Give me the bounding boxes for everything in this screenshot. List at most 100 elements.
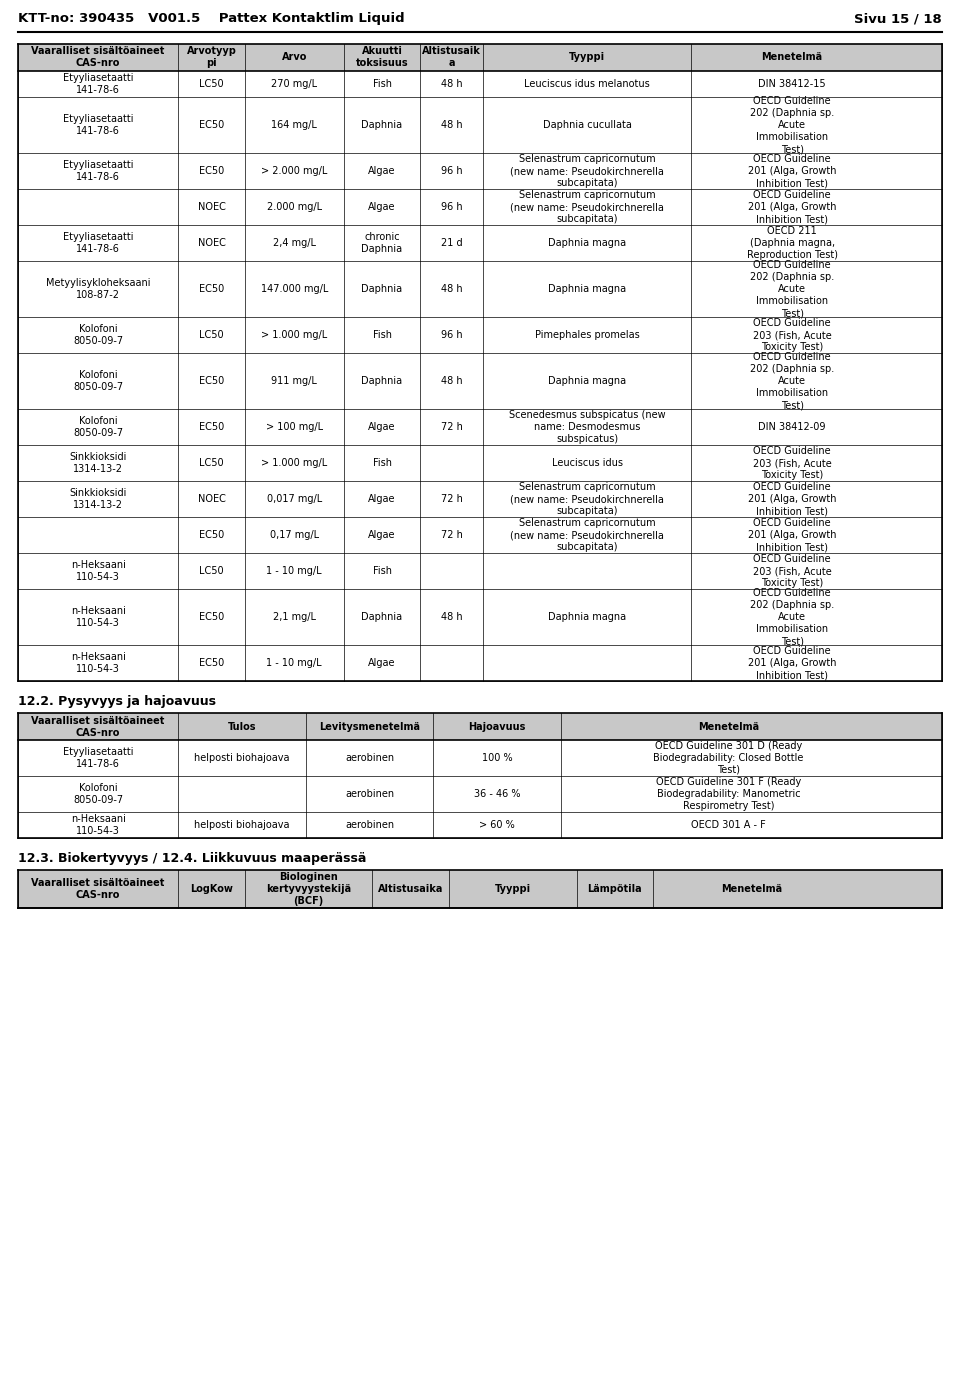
- Text: 96 h: 96 h: [441, 201, 463, 212]
- Text: Daphnia: Daphnia: [362, 284, 402, 294]
- Text: Arvo: Arvo: [281, 53, 307, 63]
- Text: 96 h: 96 h: [441, 166, 463, 176]
- Text: Daphnia: Daphnia: [362, 120, 402, 130]
- Text: OECD Guideline
201 (Alga, Growth
Inhibition Test): OECD Guideline 201 (Alga, Growth Inhibit…: [748, 190, 836, 224]
- Text: Pimephales promelas: Pimephales promelas: [535, 330, 639, 340]
- Text: Fish: Fish: [372, 330, 392, 340]
- Text: Altistusaika: Altistusaika: [378, 884, 444, 893]
- Text: Sivu 15 / 18: Sivu 15 / 18: [854, 13, 942, 25]
- Text: Selenastrum capricornutum
(new name: Pseudokirchnerella
subcapitata): Selenastrum capricornutum (new name: Pse…: [511, 190, 664, 224]
- Text: Daphnia magna: Daphnia magna: [548, 238, 626, 247]
- Text: aerobinen: aerobinen: [345, 821, 395, 830]
- Text: 72 h: 72 h: [441, 493, 463, 505]
- Text: n-Heksaani
110-54-3: n-Heksaani 110-54-3: [71, 605, 126, 628]
- Text: LC50: LC50: [200, 330, 224, 340]
- Text: NOEC: NOEC: [198, 238, 226, 247]
- Text: 12.2. Pysyvyys ja hajoavuus: 12.2. Pysyvyys ja hajoavuus: [18, 695, 216, 707]
- Text: 96 h: 96 h: [441, 330, 463, 340]
- Text: OECD Guideline
201 (Alga, Growth
Inhibition Test): OECD Guideline 201 (Alga, Growth Inhibit…: [748, 646, 836, 679]
- Bar: [18, 589, 942, 644]
- Text: aerobinen: aerobinen: [345, 788, 395, 800]
- Text: > 1.000 mg/L: > 1.000 mg/L: [261, 330, 327, 340]
- Text: Etyyliasetaatti
141-78-6: Etyyliasetaatti 141-78-6: [63, 747, 133, 769]
- Text: Daphnia magna: Daphnia magna: [548, 612, 626, 622]
- Text: OECD Guideline
202 (Daphnia sp.
Acute
Immobilisation
Test): OECD Guideline 202 (Daphnia sp. Acute Im…: [750, 260, 834, 317]
- Text: Etyyliasetaatti
141-78-6: Etyyliasetaatti 141-78-6: [63, 115, 133, 136]
- Bar: [18, 261, 942, 317]
- Text: 2,1 mg/L: 2,1 mg/L: [273, 612, 316, 622]
- Text: Altistusaik
a: Altistusaik a: [422, 46, 481, 69]
- Text: Daphnia cucullata: Daphnia cucullata: [542, 120, 632, 130]
- Text: 72 h: 72 h: [441, 422, 463, 432]
- Text: 0,017 mg/L: 0,017 mg/L: [267, 493, 322, 505]
- Text: Etyyliasetaatti
141-78-6: Etyyliasetaatti 141-78-6: [63, 232, 133, 254]
- Text: Sinkkioksidi
1314-13-2: Sinkkioksidi 1314-13-2: [69, 488, 127, 510]
- Text: Kolofoni
8050-09-7: Kolofoni 8050-09-7: [73, 783, 123, 805]
- Text: 2.000 mg/L: 2.000 mg/L: [267, 201, 322, 212]
- Text: 48 h: 48 h: [441, 284, 463, 294]
- Text: Etyyliasetaatti
141-78-6: Etyyliasetaatti 141-78-6: [63, 73, 133, 95]
- Text: Etyyliasetaatti
141-78-6: Etyyliasetaatti 141-78-6: [63, 159, 133, 182]
- Text: Metyylisykloheksaani
108-87-2: Metyylisykloheksaani 108-87-2: [46, 278, 151, 301]
- Text: Fish: Fish: [372, 459, 392, 468]
- Text: Arvotyyp
pi: Arvotyyp pi: [186, 46, 236, 69]
- Bar: [18, 776, 942, 812]
- Text: Algae: Algae: [369, 658, 396, 668]
- Text: Vaaralliset sisältöaineet
CAS-nro: Vaaralliset sisältöaineet CAS-nro: [32, 716, 165, 738]
- Text: Kolofoni
8050-09-7: Kolofoni 8050-09-7: [73, 417, 123, 438]
- Text: Menetelmä: Menetelmä: [721, 884, 782, 893]
- Text: EC50: EC50: [199, 284, 225, 294]
- Text: 48 h: 48 h: [441, 376, 463, 386]
- Text: 72 h: 72 h: [441, 530, 463, 540]
- Text: OECD Guideline
203 (Fish, Acute
Toxicity Test): OECD Guideline 203 (Fish, Acute Toxicity…: [753, 317, 831, 352]
- Text: EC50: EC50: [199, 530, 225, 540]
- Text: 48 h: 48 h: [441, 80, 463, 89]
- Text: EC50: EC50: [199, 612, 225, 622]
- Text: OECD 301 A - F: OECD 301 A - F: [691, 821, 766, 830]
- Text: Selenastrum capricornutum
(new name: Pseudokirchnerella
subcapitata): Selenastrum capricornutum (new name: Pse…: [511, 154, 664, 187]
- Bar: [18, 96, 942, 152]
- Text: Lämpötila: Lämpötila: [588, 884, 642, 893]
- Text: Tyyppi: Tyyppi: [494, 884, 531, 893]
- Text: 270 mg/L: 270 mg/L: [272, 80, 318, 89]
- Text: 48 h: 48 h: [441, 612, 463, 622]
- Bar: [18, 740, 942, 776]
- Text: Algae: Algae: [369, 422, 396, 432]
- Text: 147.000 mg/L: 147.000 mg/L: [260, 284, 328, 294]
- Text: OECD Guideline
202 (Daphnia sp.
Acute
Immobilisation
Test): OECD Guideline 202 (Daphnia sp. Acute Im…: [750, 96, 834, 154]
- Text: Leuciscus idus melanotus: Leuciscus idus melanotus: [524, 80, 650, 89]
- Text: > 100 mg/L: > 100 mg/L: [266, 422, 323, 432]
- Text: OECD Guideline
201 (Alga, Growth
Inhibition Test): OECD Guideline 201 (Alga, Growth Inhibit…: [748, 519, 836, 552]
- Text: 164 mg/L: 164 mg/L: [272, 120, 317, 130]
- Text: Algae: Algae: [369, 201, 396, 212]
- Text: Biologinen
kertyvyystekijä
(BCF): Biologinen kertyvyystekijä (BCF): [266, 872, 351, 906]
- Text: n-Heksaani
110-54-3: n-Heksaani 110-54-3: [71, 561, 126, 582]
- Bar: [18, 812, 942, 837]
- Text: OECD Guideline
201 (Alga, Growth
Inhibition Test): OECD Guideline 201 (Alga, Growth Inhibit…: [748, 154, 836, 187]
- Text: aerobinen: aerobinen: [345, 754, 395, 763]
- Bar: [18, 410, 942, 445]
- Bar: [18, 317, 942, 354]
- Text: Fish: Fish: [372, 566, 392, 576]
- Text: Scenedesmus subspicatus (new
name: Desmodesmus
subspicatus): Scenedesmus subspicatus (new name: Desmo…: [509, 410, 665, 445]
- Text: OECD Guideline
203 (Fish, Acute
Toxicity Test): OECD Guideline 203 (Fish, Acute Toxicity…: [753, 446, 831, 480]
- Text: LogKow: LogKow: [190, 884, 233, 893]
- Text: DIN 38412-15: DIN 38412-15: [758, 80, 826, 89]
- Text: EC50: EC50: [199, 166, 225, 176]
- Bar: [18, 713, 942, 740]
- Bar: [18, 354, 942, 410]
- Text: LC50: LC50: [200, 80, 224, 89]
- Text: EC50: EC50: [199, 422, 225, 432]
- Bar: [18, 43, 942, 71]
- Text: > 1.000 mg/L: > 1.000 mg/L: [261, 459, 327, 468]
- Bar: [18, 870, 942, 907]
- Text: OECD Guideline 301 F (Ready
Biodegradability: Manometric
Respirometry Test): OECD Guideline 301 F (Ready Biodegradabi…: [656, 777, 801, 811]
- Text: Algae: Algae: [369, 166, 396, 176]
- Text: Leuciscus idus: Leuciscus idus: [552, 459, 623, 468]
- Bar: [18, 517, 942, 554]
- Text: OECD Guideline
203 (Fish, Acute
Toxicity Test): OECD Guideline 203 (Fish, Acute Toxicity…: [753, 554, 831, 589]
- Text: Vaaralliset sisältöaineet
CAS-nro: Vaaralliset sisältöaineet CAS-nro: [32, 46, 165, 69]
- Text: 0,17 mg/L: 0,17 mg/L: [270, 530, 319, 540]
- Text: Levitysmenetelmä: Levitysmenetelmä: [319, 721, 420, 731]
- Text: Algae: Algae: [369, 493, 396, 505]
